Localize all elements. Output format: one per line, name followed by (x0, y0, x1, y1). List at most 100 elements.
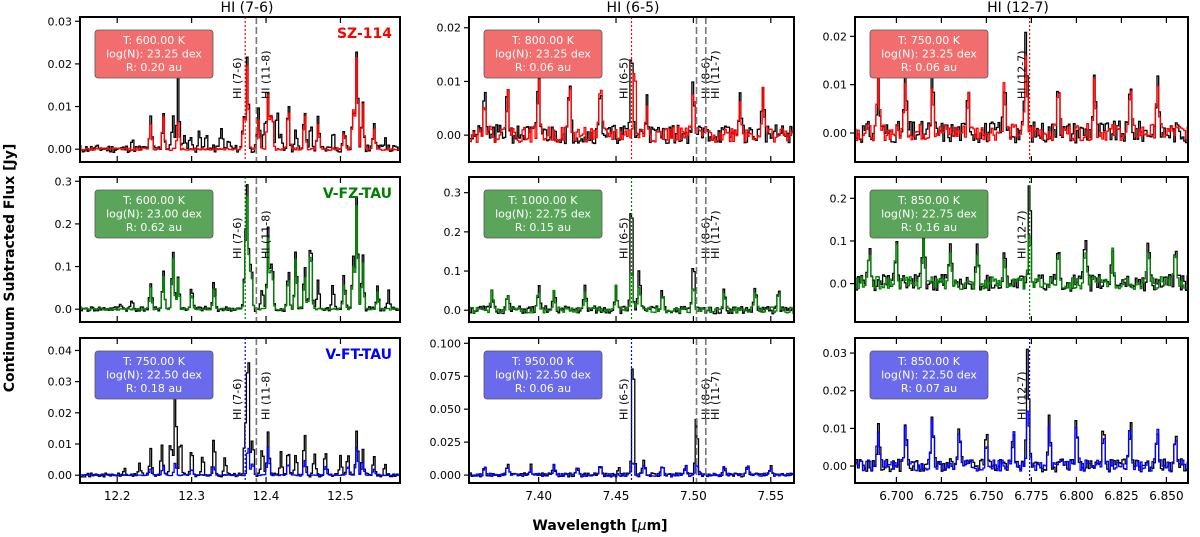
y-tick-label: 0.02 (437, 22, 462, 35)
panel-frame (468, 337, 795, 484)
series-data-line (80, 51, 400, 154)
y-tick-label: 0.100 (430, 337, 462, 350)
panel-frame (79, 16, 401, 163)
parameter-text: T: 600.00 K (122, 194, 186, 207)
transition-label: HI (11-7) (709, 210, 722, 259)
panel-frame (468, 16, 795, 163)
parameter-text: R: 0.07 au (901, 382, 957, 395)
x-tick-label: 6.800 (1059, 489, 1093, 503)
parameter-text: T: 850.00 K (897, 194, 961, 207)
y-tick-label: 0.2 (830, 192, 848, 205)
parameter-box (869, 350, 989, 400)
column-title-hi-12-7: HI (12-7) (987, 0, 1049, 16)
source-name-label: SZ-114 (337, 26, 392, 42)
parameter-text: T: 750.00 K (897, 34, 961, 47)
x-tick-label: 6.750 (969, 489, 1003, 503)
parameter-text: T: 850.00 K (897, 355, 961, 368)
parameter-text: T: 600.00 K (122, 34, 186, 47)
transition-label: HI (7-6) (231, 378, 244, 420)
y-tick-label: 0.02 (823, 30, 848, 43)
parameter-text: T: 800.00 K (511, 34, 575, 47)
x-tick-label: 12.5 (327, 489, 354, 503)
parameter-text: log(N): 22.50 dex (881, 369, 977, 382)
y-tick-label: 0.1 (55, 261, 73, 274)
source-name-label: V-FZ-TAU (323, 186, 392, 202)
x-tick-label: 6.850 (1149, 489, 1183, 503)
parameter-text: log(N): 22.50 dex (106, 369, 202, 382)
y-tick-label: 0.02 (48, 58, 73, 71)
panel-frame (79, 176, 401, 323)
series-group (80, 184, 400, 313)
y-tick-label: 0.025 (430, 436, 462, 449)
x-axis-label: Wavelength [μm] (532, 518, 667, 534)
y-tick-label: 0.03 (48, 15, 73, 28)
x-tick-label: 6.775 (1014, 489, 1048, 503)
panel-frame (79, 337, 401, 484)
x-tick-label: 12.4 (253, 489, 280, 503)
y-tick-label: 0.01 (48, 101, 73, 114)
x-tick-label: 6.725 (924, 489, 958, 503)
y-tick-label: 0.000 (430, 469, 462, 482)
panel-frame (854, 16, 1189, 163)
transition-label: HI (11-8) (259, 210, 272, 259)
y-tick-label: 0.0 (444, 304, 462, 317)
y-tick-label: 0.1 (444, 265, 462, 278)
y-tick-label: 0.00 (823, 127, 848, 140)
y-tick-label: 0.01 (437, 75, 462, 88)
x-tick-label: 6.825 (1104, 489, 1138, 503)
parameter-text: T: 750.00 K (122, 355, 186, 368)
panel-vfztau-hi76: HI (7-6) HI (11-8) 0.0 0.1 0.2 0.3 T: 600.00 K… (55, 175, 401, 323)
parameter-box (94, 189, 214, 239)
y-tick-label: 0.1 (830, 235, 848, 248)
y-tick-label: 0.0 (55, 303, 73, 316)
y-tick-label: 0.3 (444, 187, 462, 200)
y-axis-label: Continuum Subtracted Flux [Jy] (2, 144, 18, 393)
transition-label: HI (11-7) (709, 371, 722, 420)
transition-label: HI (6-5) (618, 57, 631, 99)
x-tick-label: 7.50 (680, 489, 707, 503)
x-tick-label: 6.700 (879, 489, 913, 503)
x-tick-label: 7.55 (757, 489, 784, 503)
series-model-line (80, 195, 400, 311)
x-tick-label: 12.3 (178, 489, 205, 503)
y-tick-label: 0.00 (48, 469, 73, 482)
panel-grid: HI (7-6) HI (11-8) 0.00 0.01 0.02 0.03 T: 600.… (48, 15, 1189, 503)
y-tick-label: 0.00 (823, 460, 848, 473)
series-model-line (80, 57, 400, 152)
parameter-box (483, 29, 603, 79)
y-tick-label: 0.0 (830, 278, 848, 291)
parameter-text: R: 0.20 au (126, 61, 182, 74)
panel-vfztau-hi65: HI (6-5)HI (8-6)HI (11-7)0.00.10.20.3T: … (444, 176, 795, 323)
transition-label: HI (12-7) (1016, 371, 1029, 420)
y-tick-label: 0.01 (823, 422, 848, 435)
parameter-text: T: 1000.00 K (508, 194, 579, 207)
parameter-box (869, 29, 989, 79)
parameter-text: log(N): 22.50 dex (495, 369, 591, 382)
column-title-hi-7-6: HI (7-6) (221, 0, 274, 16)
y-tick-label: 0.02 (823, 385, 848, 398)
x-axis-label-prefix: Wavelength [ (532, 518, 637, 534)
parameter-text: log(N): 22.75 dex (495, 208, 591, 221)
y-tick-label: 0.00 (437, 129, 462, 142)
transition-label: HI (7-6) (231, 57, 244, 99)
panel-sz114-hi65: HI (6-5)HI (8-6)HI (11-7)0.000.010.02T: … (437, 16, 795, 163)
panel-vfttau-hi127: HI (12-7) 0.00 0.01 0.02 0.03 6.700 6.725 6.750… (823, 337, 1189, 503)
transition-label: HI (7-6) (231, 217, 244, 259)
x-axis-label-suffix: m] (647, 518, 668, 534)
parameter-text: log(N): 23.25 dex (495, 48, 591, 61)
series-model-line (80, 446, 400, 477)
parameter-text: R: 0.62 au (126, 221, 182, 234)
parameter-box (483, 350, 603, 400)
y-tick-label: 0.04 (48, 344, 73, 357)
parameter-text: R: 0.06 au (515, 382, 571, 395)
transition-label: HI (11-7) (709, 50, 722, 99)
panel-frame (468, 176, 795, 323)
parameter-text: R: 0.18 au (126, 382, 182, 395)
parameter-box (483, 189, 603, 239)
parameter-box (869, 189, 989, 239)
y-tick-label: 0.050 (430, 403, 462, 416)
series-model-line (855, 410, 1188, 472)
series-group (855, 31, 1188, 144)
parameter-text: R: 0.15 au (515, 221, 571, 234)
